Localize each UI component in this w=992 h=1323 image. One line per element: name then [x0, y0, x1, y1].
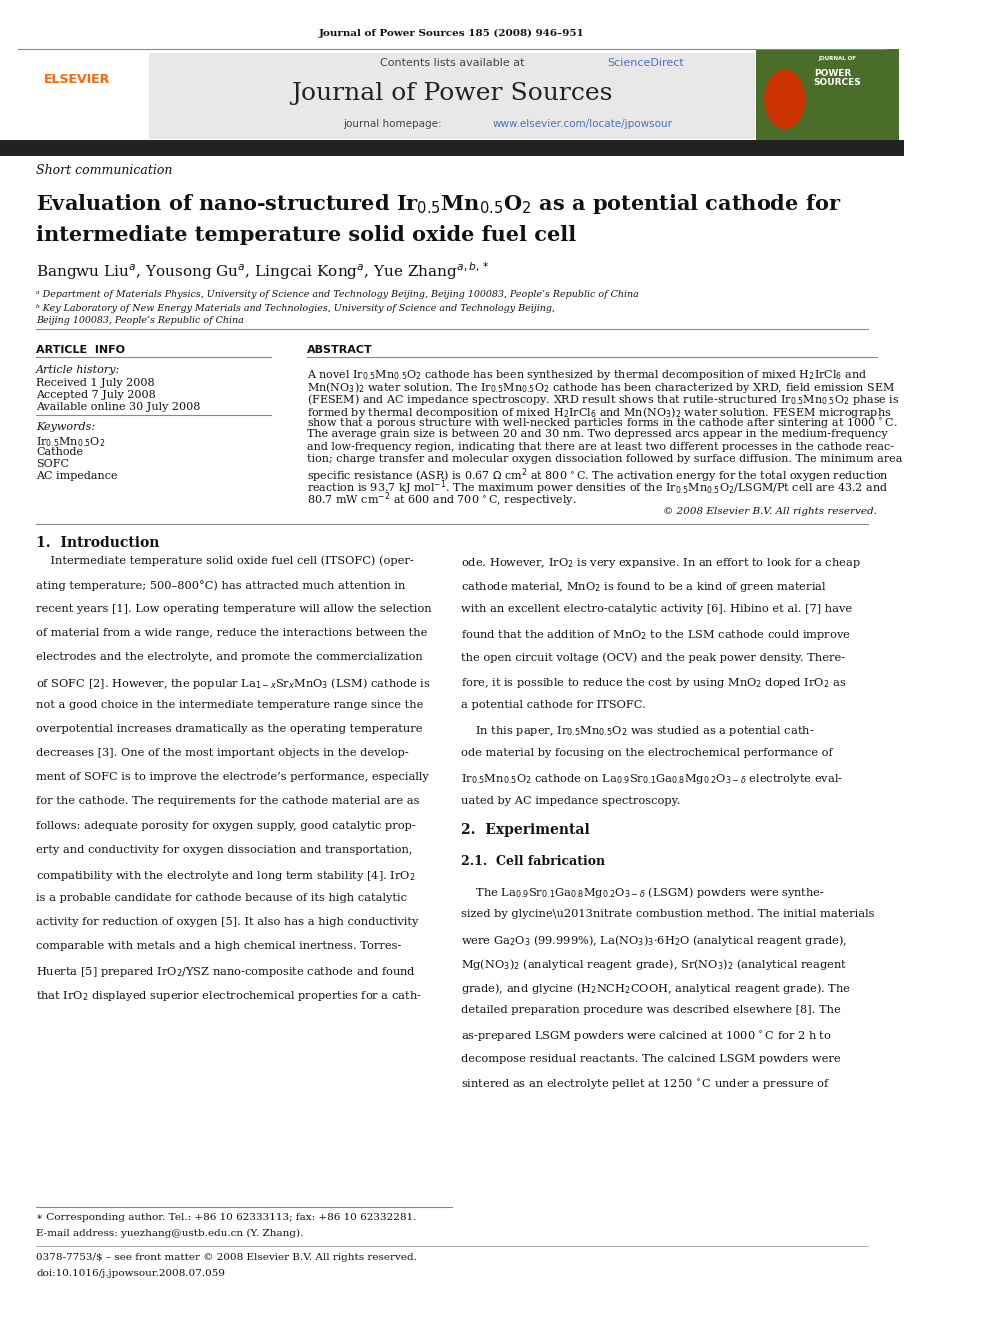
FancyBboxPatch shape — [9, 53, 149, 139]
Text: www.elsevier.com/locate/jpowsour: www.elsevier.com/locate/jpowsour — [493, 119, 673, 130]
Text: ment of SOFC is to improve the electrode’s performance, especially: ment of SOFC is to improve the electrode… — [36, 773, 429, 782]
Text: Bangwu Liu$^a$, Yousong Gu$^a$, Lingcai Kong$^a$, Yue Zhang$^{a,b,*}$: Bangwu Liu$^a$, Yousong Gu$^a$, Lingcai … — [36, 261, 490, 282]
Text: sintered as an electrolyte pellet at 1250$\,^\circ$C under a pressure of: sintered as an electrolyte pellet at 125… — [461, 1078, 830, 1091]
Text: Journal of Power Sources 185 (2008) 946–951: Journal of Power Sources 185 (2008) 946–… — [319, 29, 585, 38]
Text: a potential cathode for ITSOFC.: a potential cathode for ITSOFC. — [461, 700, 646, 710]
Text: as-prepared LSGM powders were calcined at 1000$\,^\circ$C for 2 h to: as-prepared LSGM powders were calcined a… — [461, 1029, 832, 1044]
Text: sized by glycine\u2013nitrate combustion method. The initial materials: sized by glycine\u2013nitrate combustion… — [461, 909, 875, 919]
FancyBboxPatch shape — [756, 49, 899, 142]
Text: 2.  Experimental: 2. Experimental — [461, 823, 590, 837]
Text: Article history:: Article history: — [36, 365, 120, 376]
Text: comparable with metals and a high chemical inertness. Torres-: comparable with metals and a high chemic… — [36, 941, 402, 951]
Text: and low-frequency region, indicating that there are at least two different proce: and low-frequency region, indicating tha… — [308, 442, 895, 451]
Text: electrodes and the electrolyte, and promote the commercialization: electrodes and the electrolyte, and prom… — [36, 652, 423, 662]
Text: Intermediate temperature solid oxide fuel cell (ITSOFC) (oper-: Intermediate temperature solid oxide fue… — [36, 556, 414, 566]
Text: Mg(NO$_3$)$_2$ (analytical reagent grade), Sr(NO$_3$)$_2$ (analytical reagent: Mg(NO$_3$)$_2$ (analytical reagent grade… — [461, 958, 847, 972]
Text: SOFC: SOFC — [36, 459, 69, 470]
Text: decompose residual reactants. The calcined LSGM powders were: decompose residual reactants. The calcin… — [461, 1053, 840, 1064]
Text: overpotential increases dramatically as the operating temperature: overpotential increases dramatically as … — [36, 724, 423, 734]
Text: (FESEM) and AC impedance spectroscopy. XRD result shows that rutile-structured I: (FESEM) and AC impedance spectroscopy. X… — [308, 393, 900, 407]
Text: grade), and glycine (H$_2$NCH$_2$COOH, analytical reagent grade). The: grade), and glycine (H$_2$NCH$_2$COOH, a… — [461, 982, 851, 996]
Text: is a probable candidate for cathode because of its high catalytic: is a probable candidate for cathode beca… — [36, 893, 407, 902]
Circle shape — [765, 70, 805, 128]
Text: recent years [1]. Low operating temperature will allow the selection: recent years [1]. Low operating temperat… — [36, 603, 432, 614]
Text: reaction is 93.7 kJ mol$^{-1}$. The maximum power densities of the Ir$_{0.5}$Mn$: reaction is 93.7 kJ mol$^{-1}$. The maxi… — [308, 479, 888, 497]
Text: for the cathode. The requirements for the cathode material are as: for the cathode. The requirements for th… — [36, 796, 420, 807]
Text: 1.  Introduction: 1. Introduction — [36, 536, 160, 550]
Text: The average grain size is between 20 and 30 nm. Two depressed arcs appear in the: The average grain size is between 20 and… — [308, 429, 888, 439]
Text: Contents lists available at: Contents lists available at — [380, 58, 528, 69]
Text: decreases [3]. One of the most important objects in the develop-: decreases [3]. One of the most important… — [36, 749, 409, 758]
Text: found that the addition of MnO$_2$ to the LSM cathode could improve: found that the addition of MnO$_2$ to th… — [461, 628, 851, 642]
Text: A novel Ir$_{0.5}$Mn$_{0.5}$O$_2$ cathode has been synthesized by thermal decomp: A novel Ir$_{0.5}$Mn$_{0.5}$O$_2$ cathod… — [308, 368, 868, 382]
Text: ABSTRACT: ABSTRACT — [308, 345, 373, 356]
Text: POWER
SOURCES: POWER SOURCES — [813, 69, 861, 87]
Text: ode. However, IrO$_2$ is very expansive. In an effort to look for a cheap: ode. However, IrO$_2$ is very expansive.… — [461, 556, 861, 570]
Text: uated by AC impedance spectroscopy.: uated by AC impedance spectroscopy. — [461, 796, 681, 807]
Text: Mn(NO$_3$)$_2$ water solution. The Ir$_{0.5}$Mn$_{0.5}$O$_2$ cathode has been ch: Mn(NO$_3$)$_2$ water solution. The Ir$_{… — [308, 380, 896, 396]
Text: © 2008 Elsevier B.V. All rights reserved.: © 2008 Elsevier B.V. All rights reserved… — [663, 507, 877, 516]
Text: specific resistance (ASR) is 0.67 $\Omega$ cm$^2$ at 800$\,^\circ$C. The activat: specific resistance (ASR) is 0.67 $\Omeg… — [308, 466, 889, 484]
Text: Beijing 100083, People’s Republic of China: Beijing 100083, People’s Republic of Chi… — [36, 316, 244, 325]
FancyBboxPatch shape — [0, 140, 904, 156]
Text: Keywords:: Keywords: — [36, 422, 95, 433]
FancyBboxPatch shape — [9, 53, 755, 139]
Text: erty and conductivity for oxygen dissociation and transportation,: erty and conductivity for oxygen dissoci… — [36, 844, 413, 855]
Text: Ir$_{0.5}$Mn$_{0.5}$O$_2$: Ir$_{0.5}$Mn$_{0.5}$O$_2$ — [36, 435, 105, 448]
Text: journal homepage:: journal homepage: — [343, 119, 445, 130]
Text: 2.1.  Cell fabrication: 2.1. Cell fabrication — [461, 855, 605, 868]
Text: Ir$_{0.5}$Mn$_{0.5}$O$_2$ cathode on La$_{0.9}$Sr$_{0.1}$Ga$_{0.8}$Mg$_{0.2}$O$_: Ir$_{0.5}$Mn$_{0.5}$O$_2$ cathode on La$… — [461, 773, 843, 786]
Text: of SOFC [2]. However, the popular La$_{1-x}$Sr$_x$MnO$_3$ (LSM) cathode is: of SOFC [2]. However, the popular La$_{1… — [36, 676, 431, 691]
Text: ating temperature; 500–800°C) has attracted much attention in: ating temperature; 500–800°C) has attrac… — [36, 579, 406, 590]
Text: were Ga$_2$O$_3$ (99.999%), La(NO$_3$)$_3$$\cdot$6H$_2$O (analytical reagent gra: were Ga$_2$O$_3$ (99.999%), La(NO$_3$)$_… — [461, 933, 847, 949]
Text: ARTICLE  INFO: ARTICLE INFO — [36, 345, 125, 356]
Text: cathode material, MnO$_2$ is found to be a kind of green material: cathode material, MnO$_2$ is found to be… — [461, 579, 826, 594]
Text: 80.7 mW cm$^{-2}$ at 600 and 700$\,^\circ$C, respectively.: 80.7 mW cm$^{-2}$ at 600 and 700$\,^\cir… — [308, 491, 577, 509]
Text: follows: adequate porosity for oxygen supply, good catalytic prop-: follows: adequate porosity for oxygen su… — [36, 820, 416, 831]
Text: the open circuit voltage (OCV) and the peak power density. There-: the open circuit voltage (OCV) and the p… — [461, 652, 845, 663]
Text: detailed preparation procedure was described elsewhere [8]. The: detailed preparation procedure was descr… — [461, 1005, 841, 1016]
Text: Evaluation of nano-structured Ir$_{0.5}$Mn$_{0.5}$O$_2$ as a potential cathode f: Evaluation of nano-structured Ir$_{0.5}$… — [36, 192, 841, 216]
Text: 0378-7753/$ – see front matter © 2008 Elsevier B.V. All rights reserved.: 0378-7753/$ – see front matter © 2008 El… — [36, 1253, 417, 1262]
Text: activity for reduction of oxygen [5]. It also has a high conductivity: activity for reduction of oxygen [5]. It… — [36, 917, 419, 927]
Text: ode material by focusing on the electrochemical performance of: ode material by focusing on the electroc… — [461, 749, 833, 758]
Text: AC impedance: AC impedance — [36, 471, 118, 482]
Text: Huerta [5] prepared IrO$_2$/YSZ nano-composite cathode and found: Huerta [5] prepared IrO$_2$/YSZ nano-com… — [36, 964, 416, 979]
Text: ∗ Corresponding author. Tel.: +86 10 62333113; fax: +86 10 62332281.: ∗ Corresponding author. Tel.: +86 10 623… — [36, 1213, 417, 1222]
Text: show that a porous structure with well-necked particles forms in the cathode aft: show that a porous structure with well-n… — [308, 417, 898, 431]
Text: compatibility with the electrolyte and long term stability [4]. IrO$_2$: compatibility with the electrolyte and l… — [36, 869, 416, 882]
Text: ScienceDirect: ScienceDirect — [607, 58, 684, 69]
Text: ᵇ Key Laboratory of New Energy Materials and Technologies, University of Science: ᵇ Key Laboratory of New Energy Materials… — [36, 304, 556, 314]
Text: formed by thermal decomposition of mixed H$_2$IrCl$_6$ and Mn(NO$_3$)$_2$ water : formed by thermal decomposition of mixed… — [308, 405, 892, 419]
Text: of material from a wide range, reduce the interactions between the: of material from a wide range, reduce th… — [36, 628, 428, 638]
Text: Journal of Power Sources: Journal of Power Sources — [292, 82, 613, 105]
Text: doi:10.1016/j.jpowsour.2008.07.059: doi:10.1016/j.jpowsour.2008.07.059 — [36, 1269, 225, 1278]
Text: Accepted 7 July 2008: Accepted 7 July 2008 — [36, 390, 156, 401]
Text: ᵃ Department of Materials Physics, University of Science and Technology Beijing,: ᵃ Department of Materials Physics, Unive… — [36, 290, 639, 299]
Text: In this paper, Ir$_{0.5}$Mn$_{0.5}$O$_2$ was studied as a potential cath-: In this paper, Ir$_{0.5}$Mn$_{0.5}$O$_2$… — [461, 724, 814, 738]
Text: ELSEVIER: ELSEVIER — [44, 73, 110, 86]
Text: Cathode: Cathode — [36, 447, 83, 458]
Text: Short communication: Short communication — [36, 164, 173, 177]
Text: fore, it is possible to reduce the cost by using MnO$_2$ doped IrO$_2$ as: fore, it is possible to reduce the cost … — [461, 676, 846, 691]
Text: Received 1 July 2008: Received 1 July 2008 — [36, 378, 155, 389]
Text: The La$_{0.9}$Sr$_{0.1}$Ga$_{0.8}$Mg$_{0.2}$O$_{3-\delta}$ (LSGM) powders were s: The La$_{0.9}$Sr$_{0.1}$Ga$_{0.8}$Mg$_{0… — [461, 885, 825, 900]
Text: with an excellent electro-catalytic activity [6]. Hibino et al. [7] have: with an excellent electro-catalytic acti… — [461, 603, 852, 614]
Text: E-mail address: yuezhang@ustb.edu.cn (Y. Zhang).: E-mail address: yuezhang@ustb.edu.cn (Y.… — [36, 1229, 304, 1238]
Text: Available online 30 July 2008: Available online 30 July 2008 — [36, 402, 200, 413]
Text: tion; charge transfer and molecular oxygen dissociation followed by surface diff: tion; charge transfer and molecular oxyg… — [308, 454, 903, 464]
Text: not a good choice in the intermediate temperature range since the: not a good choice in the intermediate te… — [36, 700, 424, 710]
Text: JOURNAL OF: JOURNAL OF — [818, 56, 856, 61]
Text: that IrO$_2$ displayed superior electrochemical properties for a cath-: that IrO$_2$ displayed superior electroc… — [36, 990, 422, 1003]
Text: intermediate temperature solid oxide fuel cell: intermediate temperature solid oxide fue… — [36, 225, 576, 245]
